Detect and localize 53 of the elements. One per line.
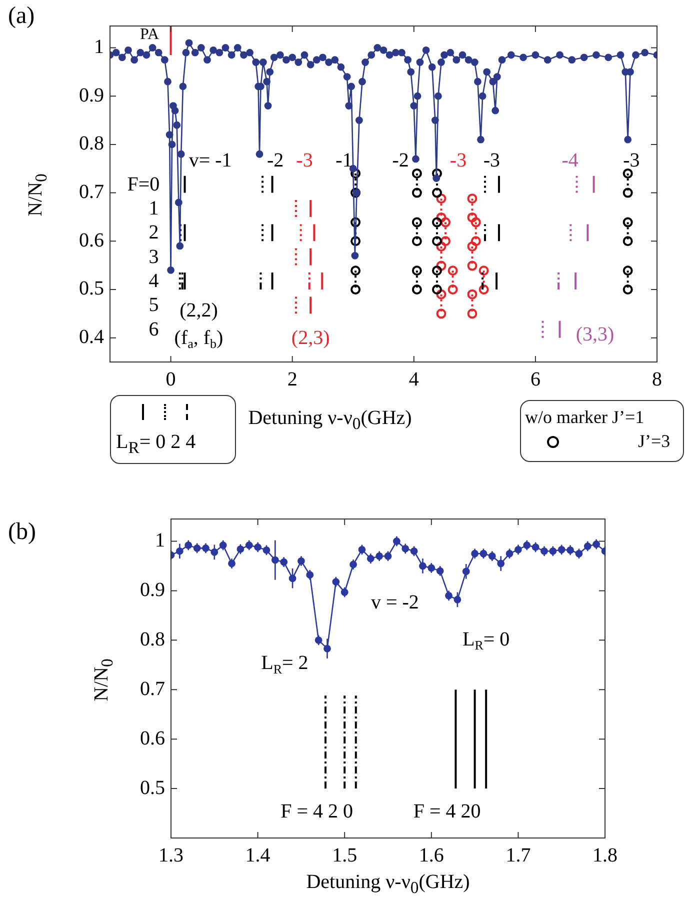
text: (b) [8,519,36,545]
annotation: -3 [623,150,640,172]
y-tick-label: 1 [155,530,165,552]
text: (a) [8,3,35,29]
annotation: F = 4 20 [413,800,481,823]
x-tick-label: 1.6 [418,844,444,866]
x-axis-title: Detuning ν-ν$_{0}$(GHz) [306,871,470,897]
y-tick-label: 0.6 [79,229,104,252]
y-tick-label: 0.4 [79,326,104,348]
y-tick-label: 0.8 [79,132,104,155]
x-tick-label: 1.5 [332,844,358,866]
x-tick-label: 0 [166,368,176,390]
text: J’=3 [638,431,670,451]
annotation: 6 [148,318,159,340]
annotation: -3 [450,150,467,172]
y-tick-label: 0.7 [140,678,165,700]
annotation: -1 [336,150,352,172]
x-tick-label: 8 [652,368,662,390]
text: w/o marker J’=1 [525,407,644,427]
y-tick-label: 1 [94,36,104,58]
x-tick-label: 2 [287,368,298,390]
annotation: 4 [148,270,159,292]
annotation: 2 [148,222,159,244]
x-axis-title: Detuning ν-ν$_{0}$(GHz) [248,407,412,433]
x-tick-label: 1.8 [592,844,618,866]
annotation: F = 4 2 0 [280,800,354,823]
annotation: (2,2) [180,299,218,322]
x-tick-label: 1.3 [158,844,184,866]
y-tick-label: 0.7 [79,181,104,204]
y-tick-label: 0.8 [140,628,165,650]
annotation: (2,3) [291,327,330,350]
annotation: -3 [483,150,500,172]
y-tick-label: 0.5 [140,776,165,799]
annotation: (3,3) [576,324,614,346]
y-tick-label: 0.9 [140,578,165,601]
y-tick-label: 0.6 [140,727,165,750]
annotation: v = -2 [370,591,419,614]
annotation: -2 [266,150,284,172]
annotation: PA [140,26,160,43]
x-tick-label: 4 [408,368,419,390]
annotation: 5 [148,294,159,316]
x-tick-label: 6 [530,368,540,390]
annotation: -4 [562,150,578,172]
y-tick-label: 0.9 [79,84,104,106]
y-tick-label: 0.5 [79,278,104,300]
x-tick-label: 1.4 [245,844,270,866]
text: L$_{R}$= 0 2 4 [116,431,196,457]
annotation: 3 [148,246,159,268]
annotation: F=0 [127,173,160,196]
annotation: -2 [392,150,409,172]
annotation: v= -1 [188,150,232,172]
annotation: -3 [296,150,313,172]
x-tick-label: 1.7 [506,844,531,866]
